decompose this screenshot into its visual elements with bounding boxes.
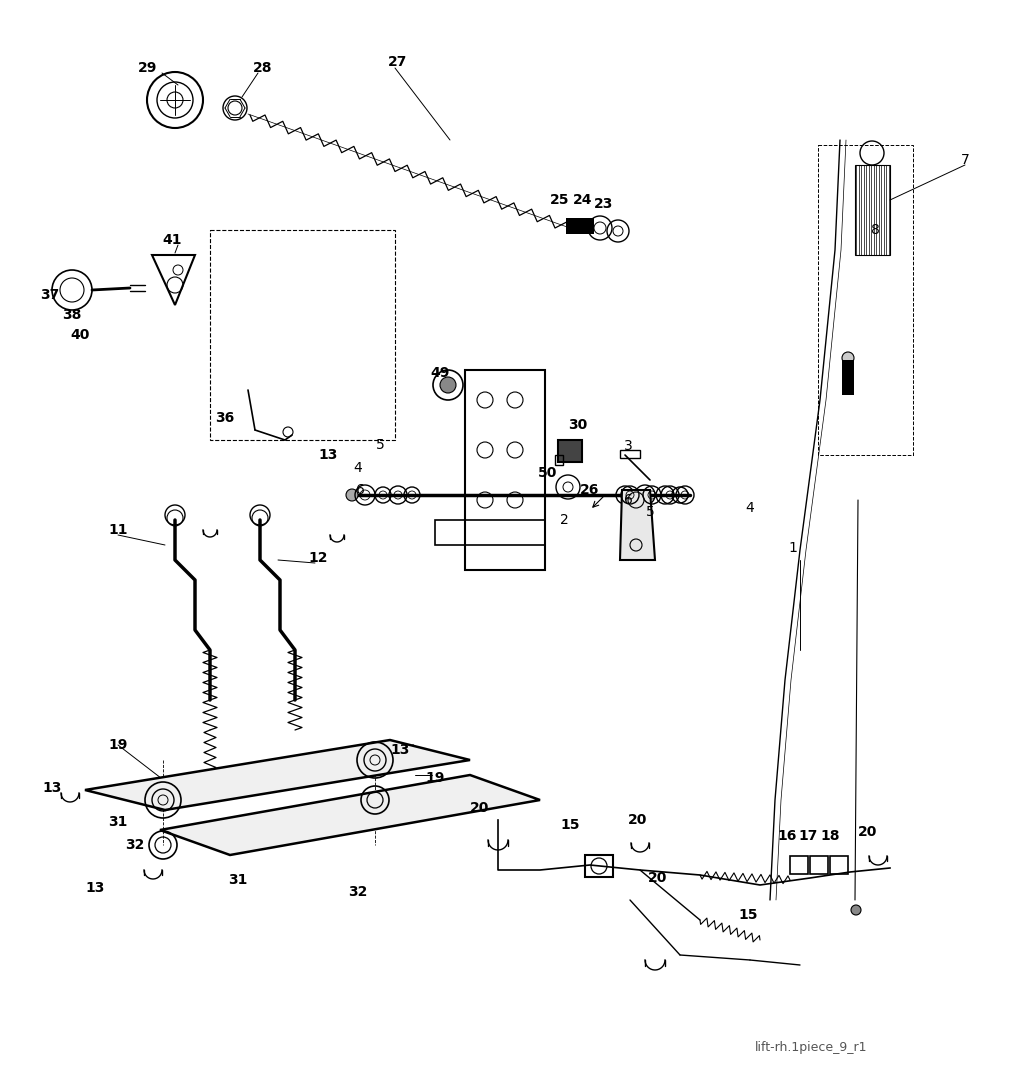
Text: 5: 5 bbox=[376, 438, 384, 452]
Text: 19: 19 bbox=[425, 771, 444, 785]
Text: 20: 20 bbox=[858, 825, 878, 839]
Bar bbox=[585, 855, 613, 877]
Text: 1: 1 bbox=[788, 541, 798, 555]
Text: 36: 36 bbox=[215, 411, 234, 425]
Text: 8: 8 bbox=[870, 223, 880, 237]
Bar bbox=[566, 218, 594, 234]
Text: 11: 11 bbox=[109, 522, 128, 537]
Text: 18: 18 bbox=[820, 829, 840, 843]
Text: 20: 20 bbox=[470, 801, 489, 815]
Text: 31: 31 bbox=[109, 815, 128, 829]
Bar bbox=[620, 450, 640, 459]
Text: 3: 3 bbox=[624, 439, 633, 453]
Text: 38: 38 bbox=[62, 308, 82, 322]
Circle shape bbox=[842, 352, 854, 364]
Text: 17: 17 bbox=[799, 829, 818, 843]
Polygon shape bbox=[160, 775, 540, 855]
Text: 13: 13 bbox=[42, 780, 61, 795]
Text: 49: 49 bbox=[430, 366, 450, 380]
Circle shape bbox=[346, 489, 358, 501]
Text: 16: 16 bbox=[777, 829, 797, 843]
Text: 30: 30 bbox=[568, 418, 588, 433]
Text: 50: 50 bbox=[539, 466, 558, 480]
Text: 32: 32 bbox=[348, 885, 368, 899]
Bar bbox=[810, 856, 828, 874]
Text: 20: 20 bbox=[648, 872, 668, 885]
Circle shape bbox=[851, 905, 861, 915]
Text: 13: 13 bbox=[318, 448, 338, 462]
Polygon shape bbox=[620, 490, 655, 560]
Text: 19: 19 bbox=[109, 738, 128, 752]
Text: 2: 2 bbox=[560, 513, 568, 527]
Text: lift-rh.1piece_9_r1: lift-rh.1piece_9_r1 bbox=[755, 1042, 867, 1055]
Text: 6: 6 bbox=[355, 483, 365, 496]
Text: 15: 15 bbox=[560, 818, 580, 833]
Text: 12: 12 bbox=[308, 551, 328, 565]
Text: 32: 32 bbox=[125, 838, 144, 852]
Bar bbox=[465, 370, 545, 570]
Text: 41: 41 bbox=[162, 233, 181, 247]
Text: 4: 4 bbox=[745, 501, 755, 515]
Text: 7: 7 bbox=[961, 153, 970, 167]
Text: 40: 40 bbox=[71, 328, 90, 341]
Bar bbox=[855, 165, 890, 255]
Bar bbox=[435, 520, 545, 545]
Circle shape bbox=[440, 377, 456, 393]
Bar bbox=[555, 455, 563, 465]
Text: 15: 15 bbox=[738, 908, 758, 922]
Bar bbox=[558, 440, 582, 462]
Text: 23: 23 bbox=[594, 197, 613, 211]
Text: 26: 26 bbox=[581, 483, 600, 496]
Text: 37: 37 bbox=[40, 288, 59, 302]
Bar bbox=[790, 856, 808, 874]
Bar bbox=[830, 856, 848, 874]
Text: 6: 6 bbox=[624, 493, 633, 507]
Bar bbox=[842, 360, 854, 395]
Text: 29: 29 bbox=[138, 61, 158, 75]
Bar bbox=[210, 230, 395, 440]
Text: 24: 24 bbox=[573, 193, 593, 207]
Text: 28: 28 bbox=[253, 61, 272, 75]
Text: 5: 5 bbox=[645, 505, 654, 519]
Bar bbox=[818, 145, 913, 455]
Polygon shape bbox=[85, 740, 470, 810]
Text: 27: 27 bbox=[388, 55, 408, 69]
Text: 13: 13 bbox=[390, 743, 410, 757]
Text: 20: 20 bbox=[629, 813, 648, 827]
Text: 31: 31 bbox=[228, 873, 248, 887]
Text: 4: 4 bbox=[353, 461, 362, 475]
Text: 25: 25 bbox=[550, 193, 569, 207]
Text: 13: 13 bbox=[85, 881, 104, 895]
